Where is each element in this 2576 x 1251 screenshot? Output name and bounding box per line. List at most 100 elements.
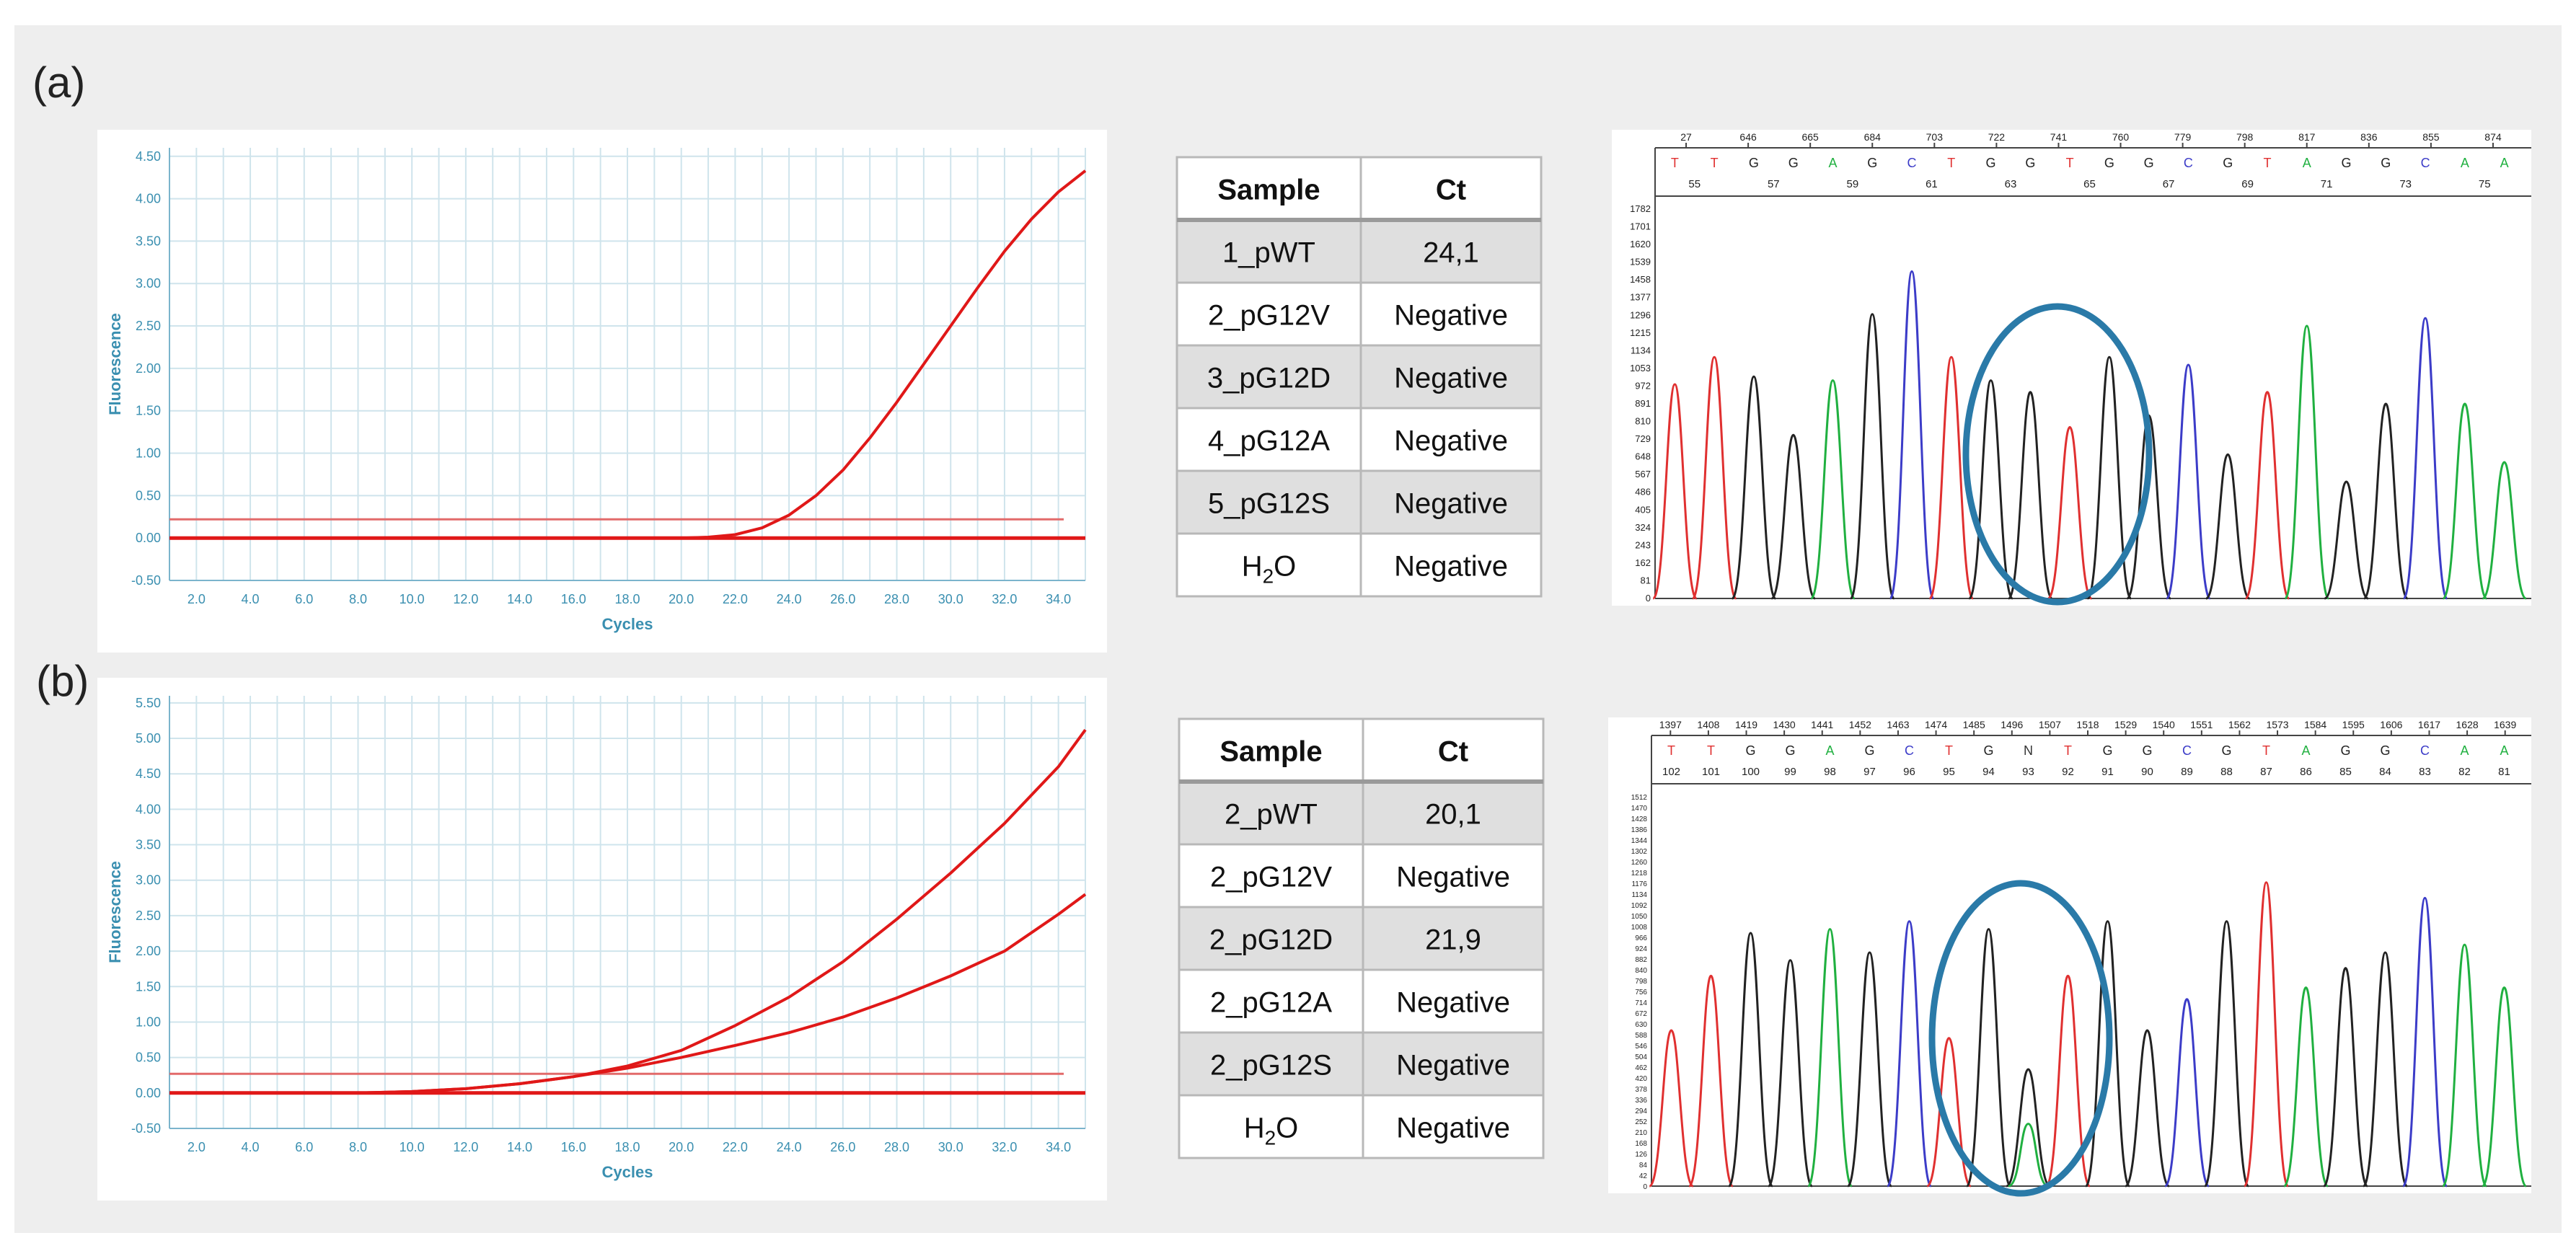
intensity-label: 1377 (1630, 292, 1651, 303)
y-tick-label: 4.00 (136, 802, 161, 816)
intensity-label: 840 (1635, 967, 1647, 975)
x-tick-label: 22.0 (723, 1140, 748, 1154)
position-label: 1430 (1773, 719, 1796, 730)
table-row (1175, 218, 1543, 284)
position-label: 1485 (1963, 719, 1985, 730)
base-number: 91 (2101, 766, 2114, 778)
trace-peak (1767, 959, 1814, 1188)
position-label: 1463 (1887, 719, 1909, 730)
x-tick-label: 6.0 (295, 592, 313, 606)
trace-peak (2442, 402, 2488, 600)
position-label: 1584 (2304, 719, 2326, 730)
sample-cell: H2O (1242, 551, 1297, 588)
base-call: C (1907, 156, 1917, 170)
intensity-label: 1386 (1631, 826, 1648, 834)
intensity-label: 324 (1635, 522, 1651, 533)
position-label: 1617 (2418, 719, 2440, 730)
intensity-label: 756 (1635, 989, 1647, 996)
position-label: 760 (2112, 131, 2130, 143)
ct-cell: 24,1 (1423, 237, 1479, 269)
base-call: N (2024, 743, 2033, 758)
intensity-label: 1470 (1631, 805, 1648, 813)
x-tick-label: 26.0 (830, 1140, 855, 1154)
trace-peak (1846, 951, 1893, 1188)
trace-peak (1967, 379, 2014, 600)
intensity-label: 0 (1646, 593, 1651, 604)
base-number: 87 (2260, 766, 2272, 778)
base-number: 82 (2458, 766, 2471, 778)
table-row (1178, 1031, 1545, 1097)
sample-cell: 2_pWT (1225, 799, 1318, 831)
base-number: 55 (1688, 178, 1701, 190)
base-number: 61 (1926, 178, 1938, 190)
trace-peak (2324, 480, 2369, 600)
intensity-label: 294 (1635, 1108, 1647, 1115)
y-tick-label: 5.50 (136, 696, 161, 710)
x-tick-label: 4.0 (242, 592, 260, 606)
trace-peak (1651, 383, 1698, 600)
table-header-row (1175, 156, 1543, 221)
intensity-label: 546 (1635, 1043, 1647, 1051)
ct-cell: Negative (1396, 1113, 1510, 1144)
position-label: 855 (2422, 131, 2440, 143)
x-tick-label: 28.0 (884, 592, 909, 606)
intensity-label: 966 (1635, 934, 1647, 942)
x-tick-label: 34.0 (1046, 1140, 1071, 1154)
base-call: G (1745, 743, 1755, 758)
position-label: 836 (2360, 131, 2378, 143)
intensity-label: 162 (1635, 557, 1651, 568)
intensity-label: 1215 (1630, 327, 1651, 338)
y-tick-label: 1.50 (136, 979, 161, 994)
trace-peak (1928, 355, 1975, 600)
ct-cell: Negative (1394, 363, 1508, 394)
position-label: 1496 (2001, 719, 2023, 730)
trace-peak (1691, 355, 1737, 600)
intensity-label: 126 (1635, 1151, 1647, 1159)
intensity-label: 630 (1635, 1021, 1647, 1029)
series-line-1 (358, 893, 1087, 1095)
sample-cell: 2_pG12V (1210, 862, 1332, 893)
y-tick-label: 2.50 (136, 909, 161, 923)
chromatogram-background (1612, 130, 2531, 606)
x-tick-label: 32.0 (992, 592, 1017, 606)
base-call: T (2066, 156, 2074, 170)
ct-cell: Negative (1396, 987, 1510, 1019)
trace-peak (1688, 974, 1734, 1188)
trace-peak (1807, 928, 1853, 1188)
intensity-label: 168 (1635, 1140, 1647, 1148)
intensity-label: 714 (1635, 999, 1647, 1007)
table-row (1178, 1094, 1545, 1159)
table-header-sample: Sample (1219, 736, 1322, 768)
sequencing-chromatogram-a: 27 646 665 684 703 722 741 760 779 798 817 836 855 87… (1612, 130, 2531, 606)
intensity-label: 378 (1635, 1086, 1647, 1094)
intensity-label: 1302 (1631, 848, 1648, 856)
x-tick-label: 14.0 (507, 592, 532, 606)
x-tick-label: 2.0 (188, 592, 206, 606)
trace-peak (2441, 943, 2488, 1188)
intensity-label: 42 (1639, 1172, 1648, 1180)
x-tick-label: 16.0 (561, 1140, 586, 1154)
ct-table-a: Sample Ct 1_pWT 24,1 2_pG12V Negative 3_pG12D N… (1175, 156, 1543, 598)
position-label: 1573 (2266, 719, 2288, 730)
base-number: 85 (2339, 766, 2352, 778)
intensity-label: 1620 (1630, 239, 1651, 249)
intensity-label: 567 (1635, 469, 1651, 479)
trace-peak (2163, 998, 2210, 1188)
base-call: G (2102, 743, 2112, 758)
base-number: 102 (1662, 766, 1680, 778)
x-tick-label: 24.0 (777, 592, 802, 606)
y-tick-label: 3.50 (136, 234, 161, 248)
table-header-sample: Sample (1217, 174, 1320, 206)
table-header-ct: Ct (1438, 736, 1468, 768)
base-call: A (2303, 156, 2311, 170)
y-tick-label: 1.00 (136, 1014, 161, 1029)
table-row (1175, 281, 1543, 347)
position-label: 1408 (1697, 719, 1719, 730)
base-number: 97 (1863, 766, 1876, 778)
y-tick-label: 5.00 (136, 731, 161, 746)
base-number: 100 (1742, 766, 1760, 778)
sample-cell: 4_pG12A (1208, 425, 1330, 457)
position-label: 1529 (2114, 719, 2137, 730)
x-tick-label: 10.0 (400, 592, 425, 606)
